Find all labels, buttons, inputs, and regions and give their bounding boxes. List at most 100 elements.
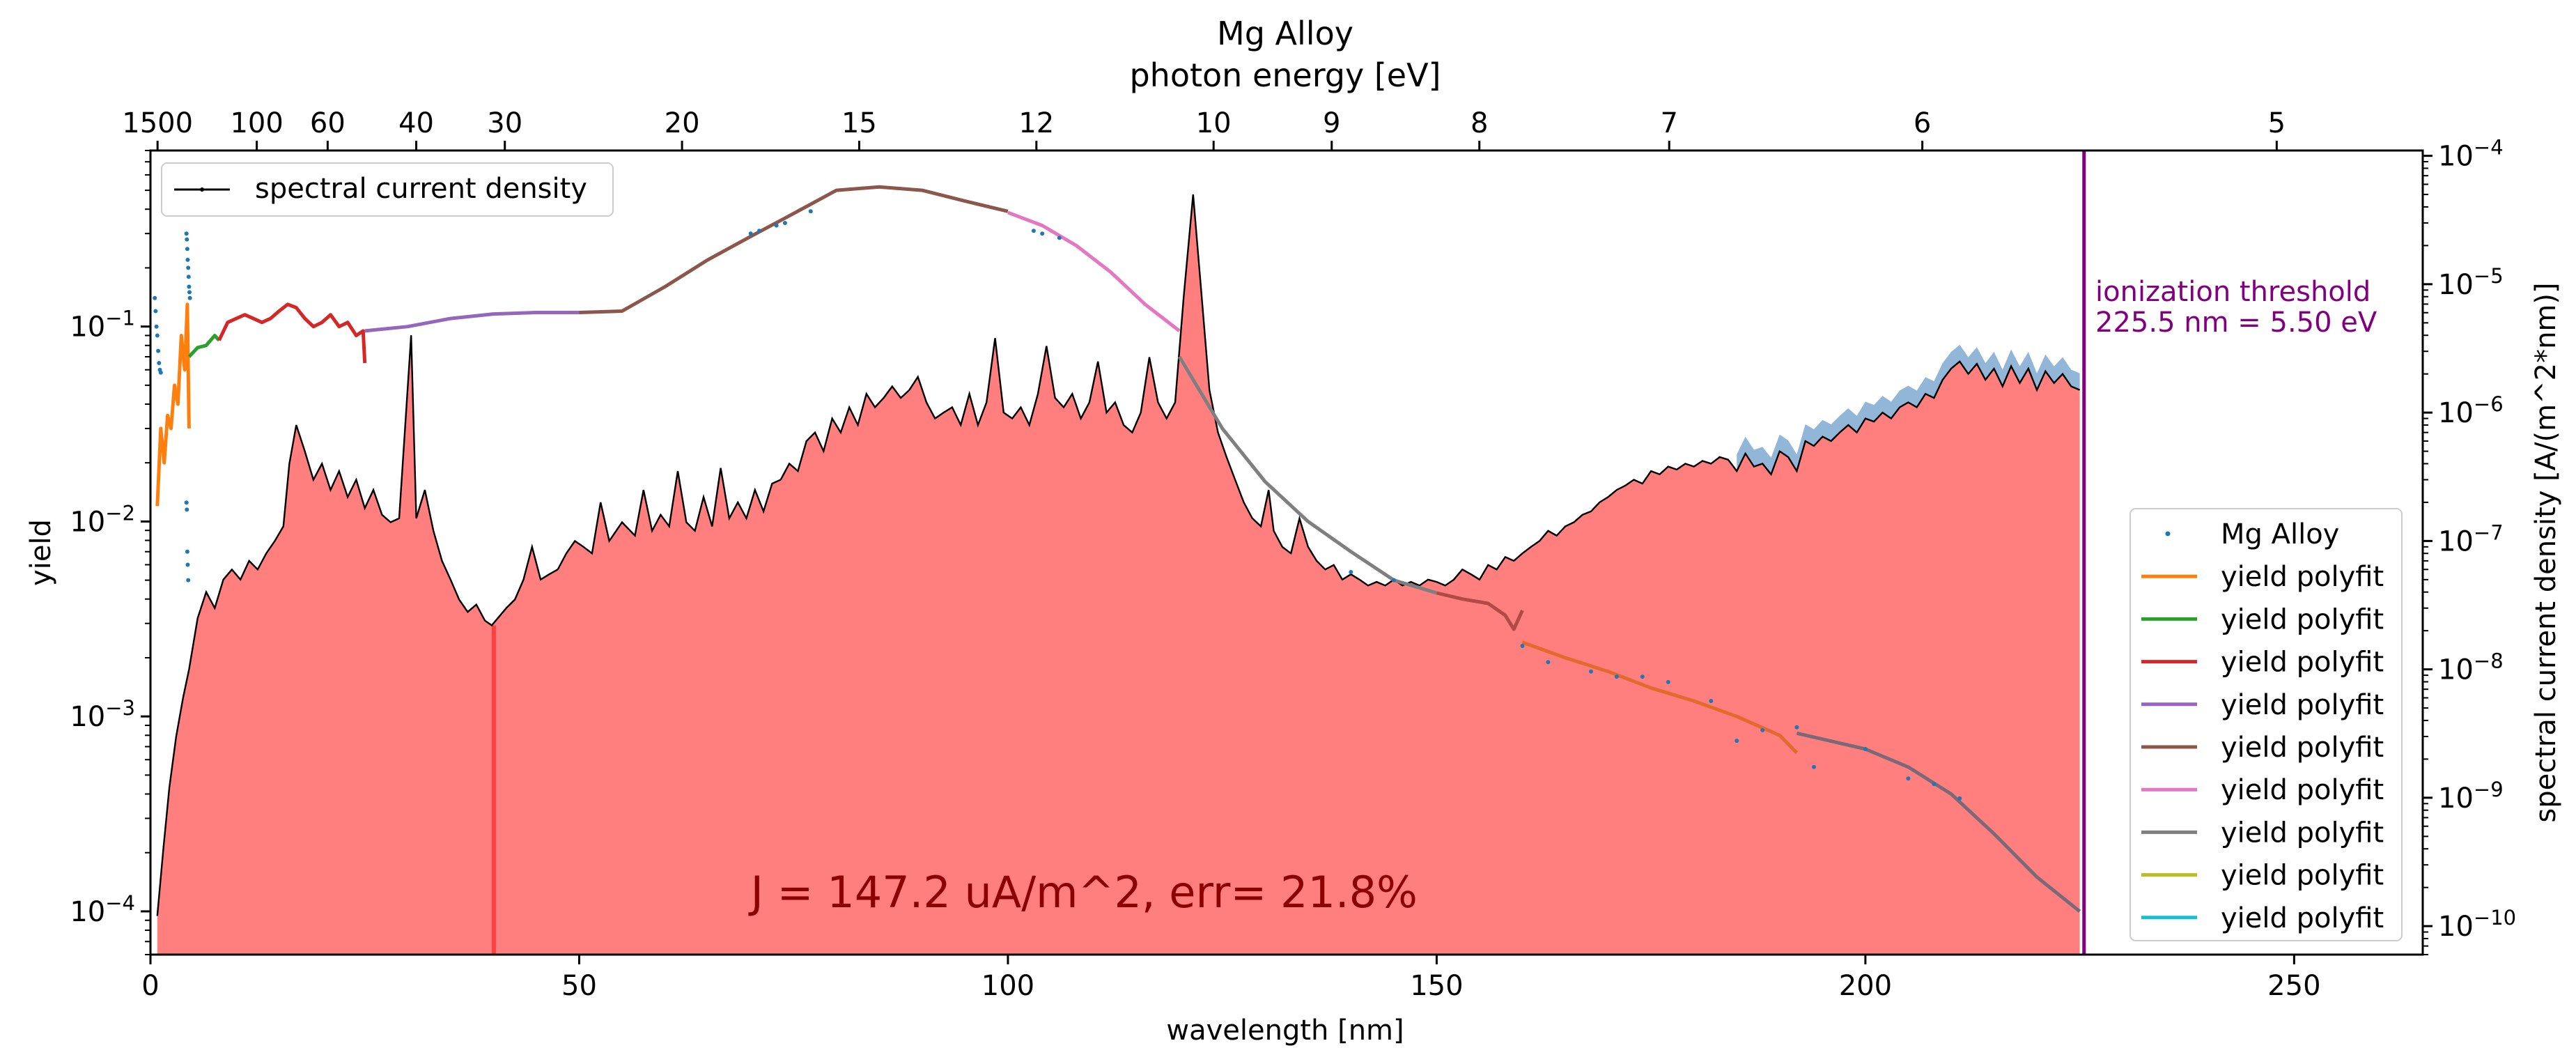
x-tick-label: 100 (981, 970, 1034, 1002)
polyfit-curve-8 (1436, 591, 1524, 631)
top-tick-label: 20 (665, 107, 700, 139)
y-tick-label: 10−2 (70, 501, 135, 538)
measured-point-37 (1640, 674, 1645, 679)
x-tick-label: 50 (561, 970, 597, 1002)
right-tick-label: 10−5 (2438, 264, 2504, 301)
spectral-current-density-line (156, 194, 2081, 916)
x-tick-label: 0 (141, 970, 159, 1002)
right-tick-label: 10−7 (2438, 521, 2504, 557)
top-tick-label: 5 (2268, 107, 2286, 139)
measured-point-19 (185, 507, 189, 512)
polyfit-curve-3 (217, 302, 367, 364)
measured-point-8 (158, 370, 163, 375)
measured-point-12 (185, 257, 190, 262)
threshold-label-line2: 225.5 nm = 5.50 eV (2095, 307, 2377, 339)
x-tick-label: 250 (2267, 970, 2320, 1002)
top-tick-label: 8 (1471, 107, 1488, 139)
legend-entry-label: yield polyfit (2221, 647, 2384, 679)
right-tick-label: 10−8 (2438, 649, 2504, 686)
y-axis-label: yield (25, 519, 57, 586)
top-axis-ticks: 1500 100 60 40 30 20 15 12 10 9 8 7 6 5 (122, 107, 2286, 151)
measured-point-35 (1589, 669, 1593, 674)
right-tick-label: 10−9 (2438, 778, 2504, 815)
measured-point-36 (1614, 674, 1619, 679)
measured-point-5 (156, 348, 161, 353)
top-tick-label: 6 (1914, 107, 1931, 139)
measured-point-28 (1031, 229, 1036, 233)
measured-point-22 (186, 578, 191, 583)
measured-point-31 (1349, 570, 1353, 574)
measured-point-34 (1546, 660, 1551, 665)
legend-entry-label: yield polyfit (2221, 561, 2384, 593)
x-tick-label: 200 (1839, 970, 1892, 1002)
x-tick-label: 150 (1410, 970, 1463, 1002)
measured-point-6 (157, 361, 162, 365)
legend-entry-label: yield polyfit (2221, 689, 2384, 721)
measured-point-32 (1391, 578, 1396, 583)
top-tick-label: 40 (398, 107, 434, 139)
measured-point-14 (186, 275, 191, 279)
top-tick-label: 15 (841, 107, 877, 139)
measured-point-23 (748, 231, 753, 236)
measured-point-4 (155, 333, 160, 338)
measured-point-2 (153, 309, 158, 314)
measured-point-1 (153, 295, 157, 300)
measured-point-43 (1812, 764, 1816, 769)
plot-frame (149, 149, 2424, 956)
wavelength-40nm-marker (491, 625, 496, 955)
measured-point-16 (187, 290, 192, 295)
top-tick-label: 12 (1018, 107, 1054, 139)
right-tick-label: 10−10 (2438, 906, 2516, 943)
measured-point-17 (187, 295, 192, 300)
polyfit-curve-5 (579, 185, 1009, 314)
right-tick-label: 10−6 (2438, 392, 2504, 429)
measured-point-26 (782, 221, 787, 225)
legend-entry-label: yield polyfit (2221, 817, 2384, 849)
top-axis-label: photon energy [eV] (1129, 56, 1441, 94)
measured-point-29 (1040, 231, 1045, 236)
polyfit-curve-2 (187, 334, 221, 358)
legend-lower-right: Mg Alloy yield polyfit yield polyfit yield … (2129, 508, 2403, 941)
y-tick-label: 10−3 (70, 696, 135, 733)
measured-point-46 (1932, 782, 1937, 787)
measured-point-33 (1520, 644, 1525, 648)
top-tick-label: 10 (1196, 107, 1232, 139)
polyfit-curve-4 (364, 311, 580, 333)
measured-point-20 (185, 549, 189, 554)
y-tick-label: 10−1 (70, 307, 135, 344)
top-tick-label: 100 (230, 107, 283, 139)
right-axis-label: spectral current density [A/(m^2*nm)] (2530, 282, 2562, 822)
measured-point-13 (186, 265, 191, 270)
chart-title: Mg Alloy (1217, 15, 1353, 52)
measured-point-24 (757, 229, 761, 233)
right-tick-label: 10−4 (2438, 136, 2504, 173)
legend-entry-label: yield polyfit (2221, 902, 2384, 934)
top-tick-label: 9 (1323, 107, 1340, 139)
spectral-fill-area (157, 194, 2080, 955)
measured-point-38 (1666, 679, 1670, 684)
measured-point-44 (1863, 747, 1868, 751)
x-axis-ticks: 0 50 100 150 200 250 (141, 955, 2321, 1002)
right-axis-ticks: 10−10 10−9 10−8 10−7 10−6 10−5 10−4 (2423, 136, 2516, 955)
measured-point-40 (1735, 739, 1739, 743)
top-tick-label: 1500 (122, 107, 193, 139)
top-tick-label: 7 (1661, 107, 1678, 139)
current-density-annotation: J = 147.2 uA/m^2, err= 21.8% (748, 867, 1418, 918)
legend-entry-label: yield polyfit (2221, 860, 2384, 892)
measured-point-45 (1906, 776, 1911, 781)
legend-entry-label: yield polyfit (2221, 732, 2384, 764)
measured-point-10 (185, 237, 189, 242)
polyfit-curve-9 (1521, 640, 1799, 755)
y-axis-ticks: 10−4 10−3 10−2 10−1 (70, 150, 150, 955)
measured-point-21 (185, 562, 190, 567)
legend-entry-label: yield polyfit (2221, 603, 2384, 635)
measured-point-11 (185, 247, 189, 252)
threshold-label-line1: ionization threshold (2095, 276, 2371, 308)
top-tick-label: 30 (487, 107, 522, 139)
measured-point-18 (184, 500, 189, 505)
polyfit-curve-6 (1007, 210, 1181, 332)
measured-point-42 (1794, 725, 1799, 730)
x-axis-label: wavelength [nm] (1166, 1015, 1404, 1047)
polyfit-curve-1 (155, 302, 191, 507)
